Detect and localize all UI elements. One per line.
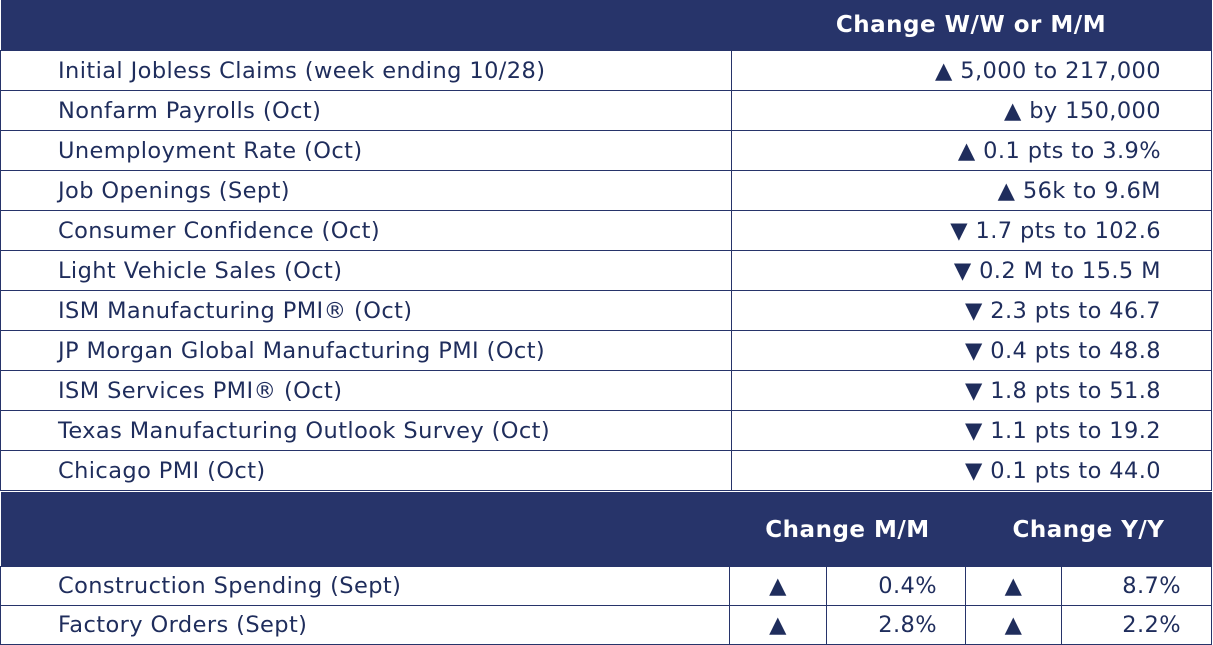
up-arrow-icon: ▲	[729, 566, 827, 606]
change-mm-header: Change M/M	[729, 492, 966, 567]
yy-change-value: 2.2%	[1061, 605, 1212, 645]
indicator-label: Light Vehicle Sales (Oct)	[0, 250, 732, 291]
indicator-change: ▲ 56k to 9.6M	[731, 170, 1212, 211]
table-row: Factory Orders (Sept) ▲ 2.8% ▲ 2.2%	[0, 605, 1212, 645]
table-row: Construction Spending (Sept) ▲ 0.4% ▲ 8.…	[0, 566, 1212, 606]
table-row: ISM Manufacturing PMI® (Oct) ▼ 2.3 pts t…	[0, 290, 1212, 331]
change-ww-mm-header: Change W/W or M/M	[731, 0, 1212, 51]
weekly-table-header: Change W/W or M/M	[0, 0, 1212, 51]
table-row: JP Morgan Global Manufacturing PMI (Oct)…	[0, 330, 1212, 371]
mm-change-value: 2.8%	[826, 605, 966, 645]
indicator-change: ▼ 0.4 pts to 48.8	[731, 330, 1212, 371]
indicator-label: Nonfarm Payrolls (Oct)	[0, 90, 732, 131]
indicator-change: ▼ 1.8 pts to 51.8	[731, 370, 1212, 411]
up-arrow-icon: ▲	[965, 605, 1062, 645]
indicator-change: ▼ 1.1 pts to 19.2	[731, 410, 1212, 451]
indicator-label: Consumer Confidence (Oct)	[0, 210, 732, 251]
indicator-change: ▼ 0.1 pts to 44.0	[731, 450, 1212, 491]
header-blank-cell	[0, 492, 730, 567]
table-row: Consumer Confidence (Oct) ▼ 1.7 pts to 1…	[0, 210, 1212, 251]
table-row: Texas Manufacturing Outlook Survey (Oct)…	[0, 410, 1212, 451]
indicator-label: ISM Manufacturing PMI® (Oct)	[0, 290, 732, 331]
table-row: ISM Services PMI® (Oct) ▼ 1.8 pts to 51.…	[0, 370, 1212, 411]
table-row: Initial Jobless Claims (week ending 10/2…	[0, 50, 1212, 91]
table-row: Chicago PMI (Oct) ▼ 0.1 pts to 44.0	[0, 450, 1212, 491]
change-yy-header: Change Y/Y	[965, 492, 1212, 567]
indicator-label: Factory Orders (Sept)	[0, 605, 730, 645]
table-row: Unemployment Rate (Oct) ▲ 0.1 pts to 3.9…	[0, 130, 1212, 171]
up-arrow-icon: ▲	[965, 566, 1062, 606]
indicator-label: Texas Manufacturing Outlook Survey (Oct)	[0, 410, 732, 451]
table-row: Light Vehicle Sales (Oct) ▼ 0.2 M to 15.…	[0, 250, 1212, 291]
indicator-label: Job Openings (Sept)	[0, 170, 732, 211]
weekly-indicators-table: Change W/W or M/M Initial Jobless Claims…	[0, 0, 1212, 491]
yy-change-value: 8.7%	[1061, 566, 1212, 606]
indicator-label: Chicago PMI (Oct)	[0, 450, 732, 491]
indicator-change: ▼ 2.3 pts to 46.7	[731, 290, 1212, 331]
indicator-change: ▲ 0.1 pts to 3.9%	[731, 130, 1212, 171]
indicator-label: JP Morgan Global Manufacturing PMI (Oct)	[0, 330, 732, 371]
header-blank-cell	[0, 0, 732, 51]
monthly-table-header: Change M/M Change Y/Y	[0, 492, 1212, 567]
table-row: Job Openings (Sept) ▲ 56k to 9.6M	[0, 170, 1212, 211]
indicator-label: ISM Services PMI® (Oct)	[0, 370, 732, 411]
indicator-change: ▼ 1.7 pts to 102.6	[731, 210, 1212, 251]
table-row: Nonfarm Payrolls (Oct) ▲ by 150,000	[0, 90, 1212, 131]
indicator-label: Construction Spending (Sept)	[0, 566, 730, 606]
indicator-change: ▲ 5,000 to 217,000	[731, 50, 1212, 91]
mm-change-value: 0.4%	[826, 566, 966, 606]
indicator-change: ▲ by 150,000	[731, 90, 1212, 131]
indicator-change: ▼ 0.2 M to 15.5 M	[731, 250, 1212, 291]
up-arrow-icon: ▲	[729, 605, 827, 645]
indicator-label: Initial Jobless Claims (week ending 10/2…	[0, 50, 732, 91]
monthly-indicators-table: Change M/M Change Y/Y Construction Spend…	[0, 492, 1212, 645]
indicator-label: Unemployment Rate (Oct)	[0, 130, 732, 171]
